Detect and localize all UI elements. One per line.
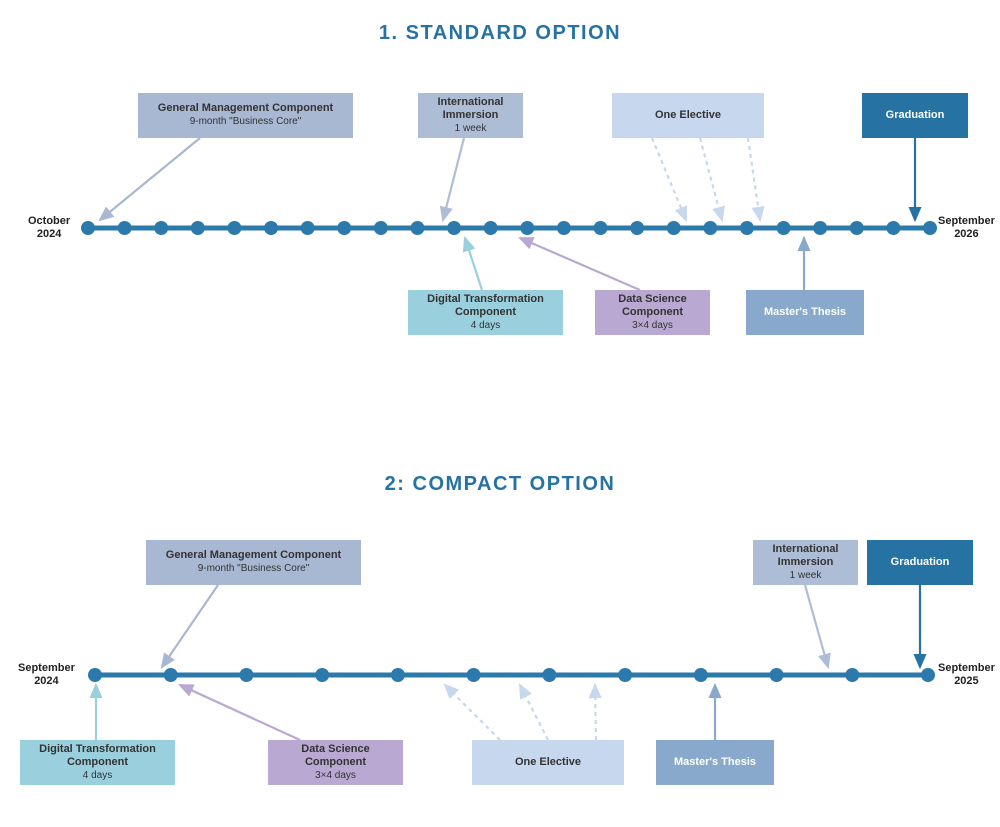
component-gmc: General Management Component9-month "Bus… [138, 93, 353, 138]
component-elec2: One Elective [472, 740, 624, 785]
component-thesis2: Master's Thesis [656, 740, 774, 785]
timeline-diagram: 1. STANDARD OPTION October2024 September20… [0, 0, 1000, 827]
component-intl2: International Immersion1 week [753, 540, 858, 585]
component-intl: International Immersion1 week [418, 93, 523, 138]
component-elec: One Elective [612, 93, 764, 138]
option-heading: 1. STANDARD OPTION [0, 22, 1000, 45]
component-dtc: Digital Transformation Component4 days [408, 290, 563, 335]
component-thesis: Master's Thesis [746, 290, 864, 335]
timeline-start-label: September2024 [18, 662, 75, 688]
component-dsc2: Data Science Component3×4 days [268, 740, 403, 785]
component-grad: Graduation [862, 93, 968, 138]
component-dsc: Data Science Component3×4 days [595, 290, 710, 335]
component-gmc2: General Management Component9-month "Bus… [146, 540, 361, 585]
component-dtc2: Digital Transformation Component4 days [20, 740, 175, 785]
timeline-start-label: October2024 [28, 215, 70, 241]
timeline-end-label: September2026 [938, 215, 995, 241]
timeline-end-label: September2025 [938, 662, 995, 688]
component-grad2: Graduation [867, 540, 973, 585]
option-heading: 2: COMPACT OPTION [0, 473, 1000, 496]
